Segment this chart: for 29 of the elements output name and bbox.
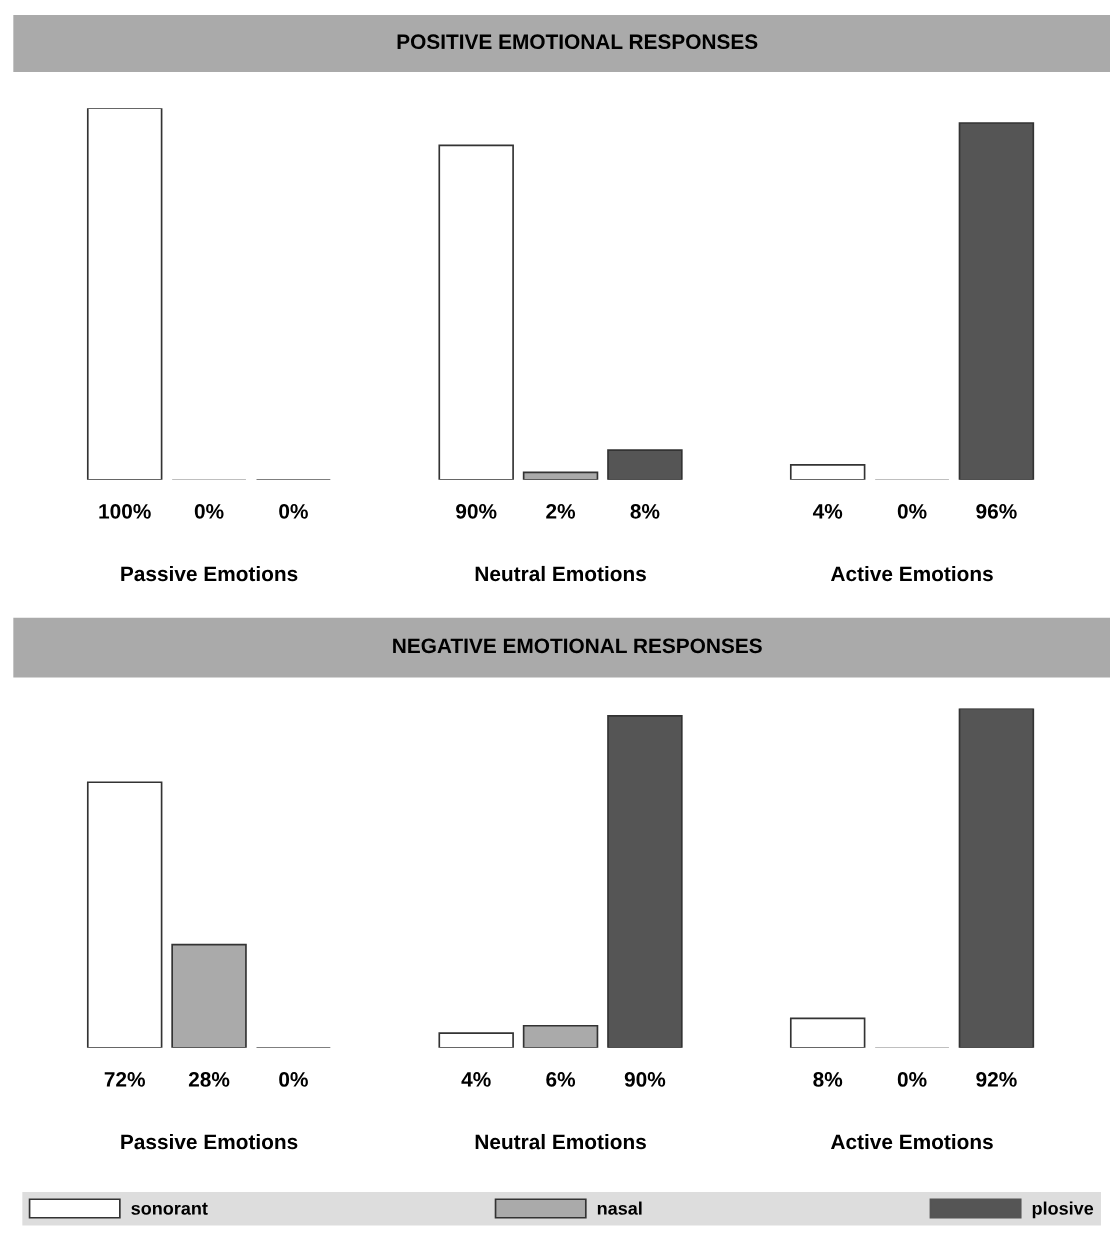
chart-title: POSITIVE EMOTIONAL RESPONSES [397,34,758,50]
data-label: 100% [99,503,151,519]
data-label: 6% [546,1072,576,1087]
x-tick-label: Neutral Emotions [475,1133,646,1150]
data-label: 90% [456,503,497,519]
data-label: 8% [630,503,660,519]
data-label: 2% [546,503,576,519]
x-tick-label: Active Emotions [830,565,993,582]
x-tick-label: Neutral Emotions [475,565,646,582]
x-tick-label: Active Emotions [830,1133,993,1150]
data-label: 28% [188,1072,230,1087]
data-label: 0% [279,503,308,519]
x-tick-label: Passive Emotions [121,1133,298,1150]
data-label: 0% [897,1072,927,1087]
legend-label: sonorant [131,1202,208,1215]
legend-label: nasal [597,1201,642,1215]
data-label: 0% [897,503,927,519]
chart-title: NEGATIVE EMOTIONAL RESPONSES [393,638,762,654]
data-label: 8% [813,1072,843,1087]
data-label: 96% [976,503,1017,519]
data-label: 4% [461,1072,491,1087]
x-tick-label: Passive Emotions [121,565,298,582]
data-label: 0% [194,503,224,519]
data-label: 72% [104,1072,145,1087]
legend-label: plosive [1032,1201,1094,1219]
data-label: 0% [279,1072,308,1087]
data-label: 92% [976,1072,1017,1087]
data-label: 4% [812,504,843,519]
data-label: 90% [624,1072,666,1087]
